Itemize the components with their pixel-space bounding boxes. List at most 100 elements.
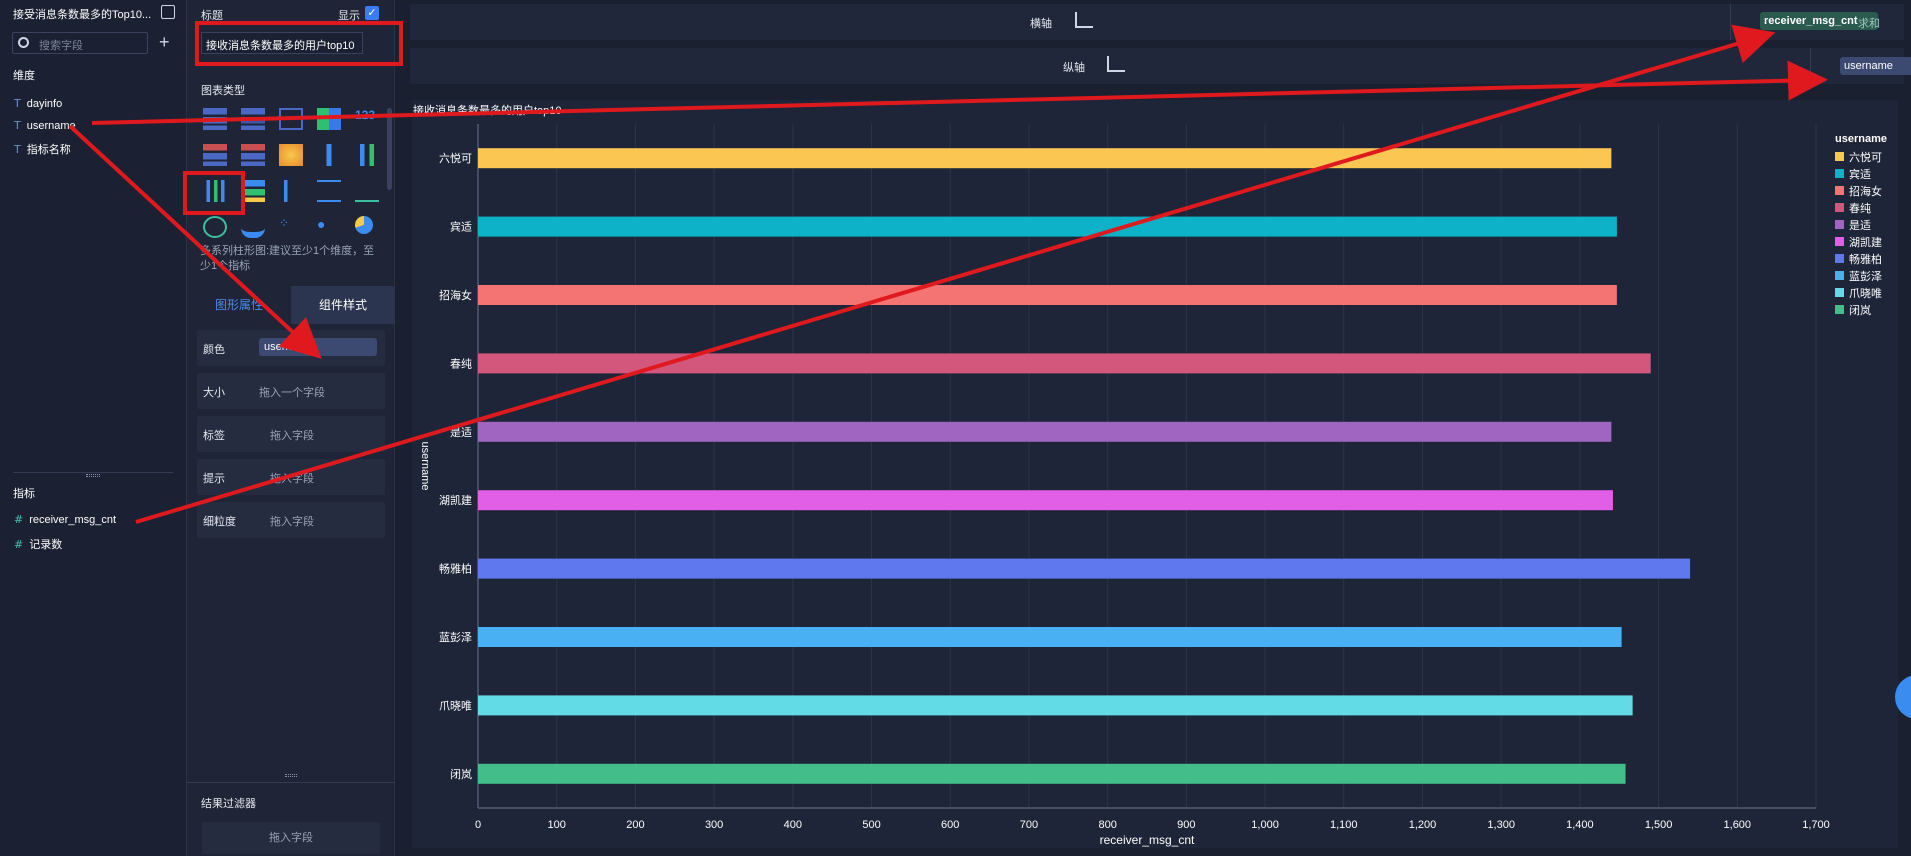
switch-dataset-icon[interactable] <box>161 5 175 19</box>
label-field[interactable]: 标签 拖入字段 <box>197 416 385 452</box>
x-tick-label: 600 <box>941 819 959 831</box>
y-tick-label: 是适 <box>450 426 472 439</box>
y-axis-field-chip[interactable]: username <box>1840 57 1911 75</box>
search-icon <box>18 37 29 48</box>
x-tick-label: 1,700 <box>1802 819 1830 831</box>
grouped-bar-icon[interactable] <box>355 144 379 166</box>
measure-item[interactable]: # receiver_msg_cnt <box>14 513 117 526</box>
line-chart-icon[interactable] <box>317 180 341 202</box>
title-label: 标题 <box>201 10 223 22</box>
tooltip-field[interactable]: 提示 拖入字段 <box>197 459 385 495</box>
annotation-box <box>183 171 245 215</box>
bar <box>478 558 1691 579</box>
bar-chart: 0 100 200 300 400 500 600 700 800 900 1,000 1,100 1,… <box>419 124 1887 847</box>
x-tick-label: 400 <box>784 819 802 831</box>
bar <box>478 490 1613 511</box>
x-tick-label: 1,400 <box>1566 819 1594 831</box>
number-indicator-icon[interactable]: 123 <box>355 108 376 122</box>
legend-swatch <box>1835 288 1844 297</box>
y-tick-label: 招海女 <box>439 288 472 302</box>
legend-item: 宾适 <box>1849 167 1871 181</box>
show-title-label: 显示 <box>338 10 360 22</box>
bar <box>478 627 1622 647</box>
icon-grid-scrollbar[interactable] <box>387 108 392 190</box>
search-input[interactable]: 搜索字段 <box>12 32 148 54</box>
y-tick-label: 闭岚 <box>450 768 472 781</box>
text-type-icon: T <box>14 97 21 110</box>
legend-item: 招海女 <box>1849 184 1882 198</box>
dataset-title: 接受消息条数最多的Top10... <box>13 9 152 21</box>
divider <box>13 472 173 473</box>
kpi-card-icon[interactable] <box>317 108 341 130</box>
collapse-panel-button[interactable] <box>1895 675 1911 719</box>
legend-title: username <box>1835 133 1887 145</box>
y-axis-type-icon[interactable] <box>1107 56 1125 72</box>
measure-item[interactable]: # 记录数 <box>14 538 63 551</box>
show-title-checkbox[interactable]: ✓ <box>365 6 379 20</box>
stacked-bar-icon[interactable] <box>317 144 341 166</box>
size-field[interactable]: 大小 拖入一个字段 <box>197 373 385 409</box>
x-tick-label: 900 <box>1177 819 1195 831</box>
chart-editor: 横轴 receiver_msg_cnt 求和 纵轴 username 接收消息条… <box>395 0 1911 856</box>
divider <box>1810 48 1811 84</box>
y-tick-label: 爪晓唯 <box>439 699 472 712</box>
result-filter-label: 结果过滤器 <box>201 798 256 810</box>
granularity-field[interactable]: 细粒度 拖入字段 <box>197 502 385 538</box>
waterfall-icon[interactable] <box>279 180 303 202</box>
x-tick-label: 800 <box>1098 819 1116 831</box>
legend-swatch <box>1835 271 1844 280</box>
legend-item: 爪晓唯 <box>1849 287 1882 300</box>
x-tick-label: 1,500 <box>1645 819 1673 831</box>
detail-table-icon[interactable] <box>279 108 303 130</box>
ranking-table-icon[interactable] <box>241 144 265 166</box>
property-tabs: 图形属性 组件样式 <box>187 286 395 324</box>
add-field-icon[interactable]: + <box>159 32 170 52</box>
dimension-item[interactable]: T 指标名称 <box>14 143 71 156</box>
bar <box>478 421 1612 442</box>
tab-component-style[interactable]: 组件样式 <box>291 286 395 324</box>
pie-chart-icon[interactable] <box>355 216 373 234</box>
combo-chart-icon[interactable] <box>355 180 379 202</box>
legend-swatch <box>1835 220 1844 229</box>
legend-item: 畅雅柏 <box>1849 252 1882 266</box>
text-type-icon: T <box>14 143 21 156</box>
x-tick-label: 1,100 <box>1330 819 1358 831</box>
color-field[interactable]: 颜色 username <box>197 330 385 366</box>
legend-item: 春纯 <box>1849 202 1871 215</box>
x-tick-label: 1,600 <box>1724 819 1752 831</box>
y-tick-label: 宾适 <box>450 220 472 234</box>
x-tick-label: 700 <box>1020 819 1038 831</box>
legend-item: 湖凯建 <box>1849 235 1882 249</box>
cross-table-icon[interactable] <box>241 108 265 130</box>
x-axis-field-chip[interactable]: receiver_msg_cnt 求和 <box>1760 12 1880 30</box>
x-tick-label: 100 <box>548 819 566 831</box>
resize-handle[interactable] <box>285 774 297 777</box>
measure-header: 指标 <box>13 488 35 500</box>
legend-item: 是适 <box>1849 219 1871 232</box>
legend-swatch <box>1835 254 1844 263</box>
table-chart-icon[interactable] <box>203 108 227 130</box>
scatter-icon[interactable]: ⁘ <box>279 216 290 230</box>
result-filter-dropzone[interactable]: 拖入字段 <box>202 822 380 854</box>
y-tick-label: 蓝彭泽 <box>439 630 472 644</box>
y-tick-label: 湖凯建 <box>439 493 472 507</box>
number-type-icon: # <box>14 538 24 551</box>
compare-table-icon[interactable] <box>203 144 227 166</box>
y-tick-label: 畅雅柏 <box>439 562 472 576</box>
annotation-box <box>195 21 403 66</box>
legend-swatch <box>1835 305 1844 314</box>
x-axis-type-icon[interactable] <box>1075 12 1093 28</box>
resize-handle[interactable] <box>86 474 100 477</box>
x-tick-label: 200 <box>626 819 644 831</box>
area-chart-icon[interactable] <box>241 216 265 238</box>
heatmap-icon[interactable] <box>279 144 303 166</box>
tab-graph-properties[interactable]: 图形属性 <box>187 286 291 324</box>
x-tick-label: 300 <box>705 819 723 831</box>
legend-item: 闭岚 <box>1849 304 1871 317</box>
dimension-header: 维度 <box>13 70 35 82</box>
bubble-icon[interactable]: ● <box>317 216 326 232</box>
number-type-icon: # <box>14 513 24 526</box>
radar-icon[interactable] <box>203 216 227 238</box>
